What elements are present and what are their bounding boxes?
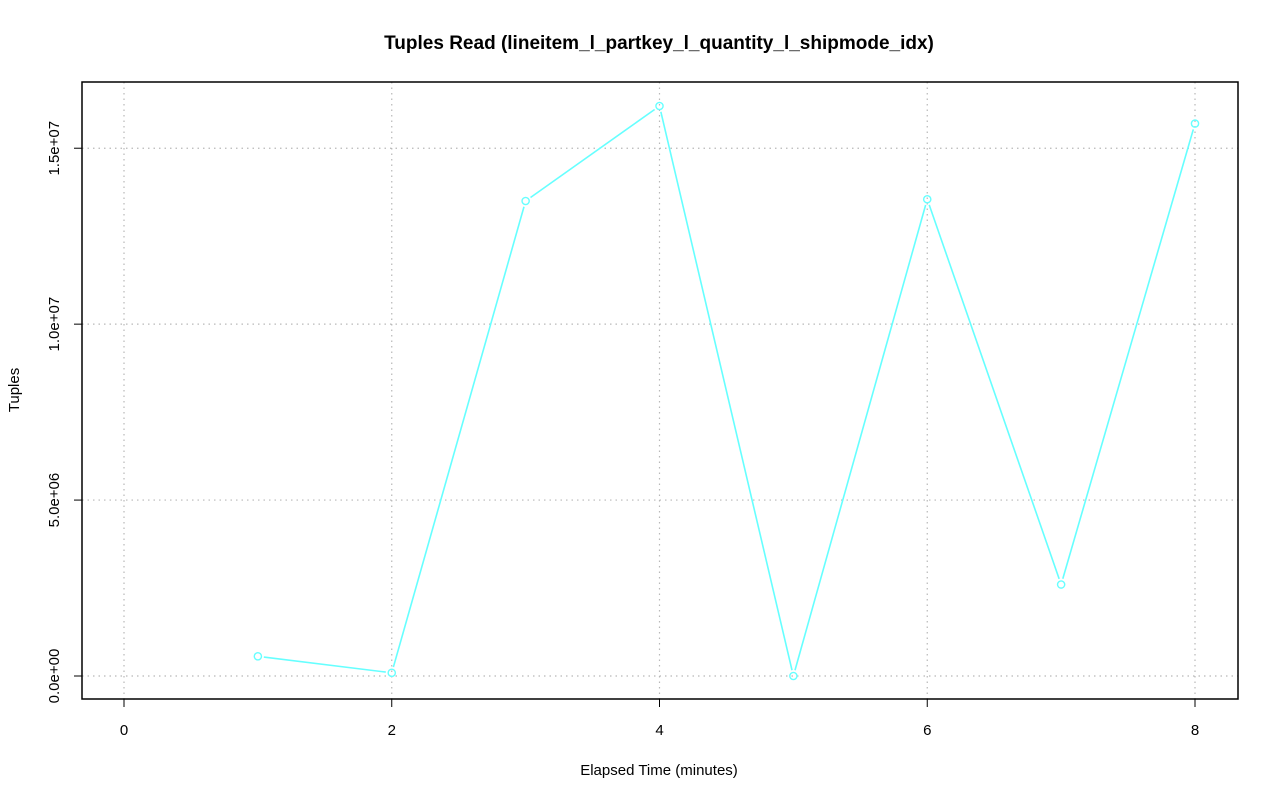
y-axis: 0.0e+00 5.0e+06 1.0e+07 1.5e+07 <box>46 121 82 703</box>
x-axis-label: Elapsed Time (minutes) <box>580 762 738 779</box>
data-point <box>922 194 932 204</box>
series-line-segment <box>530 108 656 199</box>
data-point <box>387 668 397 678</box>
data-point <box>789 671 798 681</box>
x-tick-label: 4 <box>655 722 663 739</box>
x-tick-label: 6 <box>923 722 931 739</box>
x-tick-label: 8 <box>1191 722 1199 739</box>
data-point <box>1056 580 1066 589</box>
data-point <box>1190 119 1200 128</box>
series-line-segment <box>392 206 525 668</box>
data-series <box>253 101 1200 681</box>
y-axis-label: Tuples <box>6 368 23 412</box>
series-line-segment <box>794 204 927 671</box>
x-axis: 0 2 4 6 8 <box>120 699 1199 739</box>
x-tick-label: 0 <box>120 722 128 739</box>
y-tick-label: 1.5e+07 <box>46 121 63 176</box>
data-point <box>655 101 664 111</box>
y-tick-label: 1.0e+07 <box>46 297 63 352</box>
chart-title: Tuples Read (lineitem_l_partkey_l_quanti… <box>384 33 934 54</box>
data-point <box>521 196 530 206</box>
series-line-segment <box>263 656 386 673</box>
y-tick-label: 5.0e+06 <box>46 473 63 528</box>
y-tick-label: 0.0e+00 <box>46 649 63 704</box>
x-tick-label: 2 <box>388 722 396 739</box>
data-point <box>253 651 263 661</box>
series-line-segment <box>1062 129 1195 579</box>
grid-lines <box>82 82 1238 699</box>
series-line-segment <box>928 204 1060 580</box>
series-line-segment <box>660 111 793 671</box>
